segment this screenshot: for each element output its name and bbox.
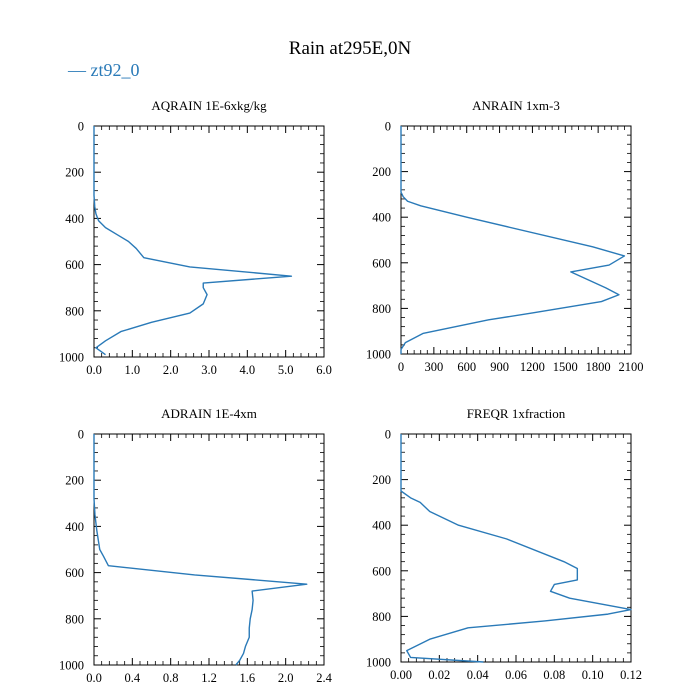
x-tick-label: 2.0 bbox=[163, 363, 179, 377]
y-tick-label: 1000 bbox=[59, 351, 84, 365]
panel-title: AQRAIN 1E-6xkg/kg bbox=[151, 98, 267, 113]
x-tick-label: 1200 bbox=[520, 360, 545, 374]
plot-frame bbox=[93, 433, 325, 666]
y-tick-label: 400 bbox=[65, 520, 84, 534]
y-tick-label: 0 bbox=[78, 120, 84, 134]
y-tick-label: 0 bbox=[78, 428, 84, 442]
panel-freqr: FREQR 1xfraction 0.00 0.02 0.04 0.06 0.08 0.10… bbox=[366, 406, 642, 682]
panel-aqrain: AQRAIN 1E-6xkg/kg 0.0 1.0 2.0 3.0 4.0 5.0 6.0 0 2… bbox=[59, 98, 332, 377]
figure-title: Rain at295E,0N bbox=[289, 38, 412, 59]
x-tick-label: 0.00 bbox=[390, 668, 412, 682]
y-tick-label: 800 bbox=[65, 612, 84, 626]
y-tick-label: 800 bbox=[372, 302, 391, 316]
panel-adrain: ADRAIN 1E-4xm 0.0 0.4 0.8 1.2 1.6 2.0 2.4 0 200 40… bbox=[59, 406, 333, 685]
x-tick-label: 0 bbox=[398, 360, 404, 374]
plot-frame bbox=[400, 433, 632, 663]
x-tick-label: 2100 bbox=[619, 360, 644, 374]
series-line bbox=[400, 126, 626, 354]
x-tick-label: 1.6 bbox=[240, 671, 256, 685]
series-line bbox=[400, 434, 632, 663]
x-tick-label: 0.06 bbox=[505, 668, 527, 682]
x-tick-label: 300 bbox=[424, 360, 443, 374]
panel-title: ANRAIN 1xm-3 bbox=[472, 98, 560, 113]
x-tick-label: 0.04 bbox=[467, 668, 490, 682]
y-tick-label: 0 bbox=[385, 428, 391, 442]
x-tick-label: 5.0 bbox=[278, 363, 294, 377]
y-tick-label: 800 bbox=[65, 304, 84, 318]
panel-title: FREQR 1xfraction bbox=[467, 406, 566, 421]
plot-frame bbox=[400, 125, 632, 355]
x-tick-label: 4.0 bbox=[240, 363, 256, 377]
x-tick-label: 1.2 bbox=[201, 671, 217, 685]
x-tick-label: 1800 bbox=[586, 360, 611, 374]
y-tick-label: 0 bbox=[385, 120, 391, 134]
series-line bbox=[93, 126, 293, 356]
x-tick-label: 600 bbox=[457, 360, 476, 374]
series-line bbox=[93, 434, 308, 666]
panel-anrain: ANRAIN 1xm-3 0 300 600 900 1200 1500 1800 2100 0 2… bbox=[366, 98, 644, 374]
y-tick-label: 400 bbox=[65, 212, 84, 226]
y-tick-label: 1000 bbox=[366, 656, 391, 670]
x-tick-label: 0.12 bbox=[620, 668, 642, 682]
x-tick-label: 3.0 bbox=[201, 363, 217, 377]
y-tick-label: 600 bbox=[372, 564, 391, 578]
y-tick-label: 200 bbox=[372, 165, 391, 179]
x-tick-label: 1.0 bbox=[125, 363, 141, 377]
x-tick-label: 2.0 bbox=[278, 671, 294, 685]
y-tick-label: 800 bbox=[372, 610, 391, 624]
y-tick-label: 200 bbox=[65, 474, 84, 488]
x-tick-label: 0.02 bbox=[428, 668, 450, 682]
y-tick-label: 1000 bbox=[59, 659, 84, 673]
x-tick-label: 0.0 bbox=[86, 671, 102, 685]
y-tick-label: 200 bbox=[372, 473, 391, 487]
y-tick-label: 600 bbox=[65, 566, 84, 580]
y-tick-label: 1000 bbox=[366, 348, 391, 362]
x-tick-label: 0.10 bbox=[582, 668, 604, 682]
x-tick-label: 0.0 bbox=[86, 363, 102, 377]
panel-title: ADRAIN 1E-4xm bbox=[161, 406, 257, 421]
x-tick-label: 0.08 bbox=[543, 668, 565, 682]
y-tick-label: 400 bbox=[372, 519, 391, 533]
x-tick-label: 0.4 bbox=[125, 671, 141, 685]
x-tick-label: 1500 bbox=[553, 360, 578, 374]
x-tick-label: 900 bbox=[490, 360, 509, 374]
x-tick-label: 6.0 bbox=[316, 363, 332, 377]
x-tick-label: 2.4 bbox=[316, 671, 332, 685]
y-tick-label: 200 bbox=[65, 166, 84, 180]
x-tick-label: 0.8 bbox=[163, 671, 179, 685]
y-tick-label: 600 bbox=[65, 258, 84, 272]
y-tick-label: 400 bbox=[372, 211, 391, 225]
legend-label: — zt92_0 bbox=[67, 60, 140, 80]
y-tick-label: 600 bbox=[372, 256, 391, 270]
